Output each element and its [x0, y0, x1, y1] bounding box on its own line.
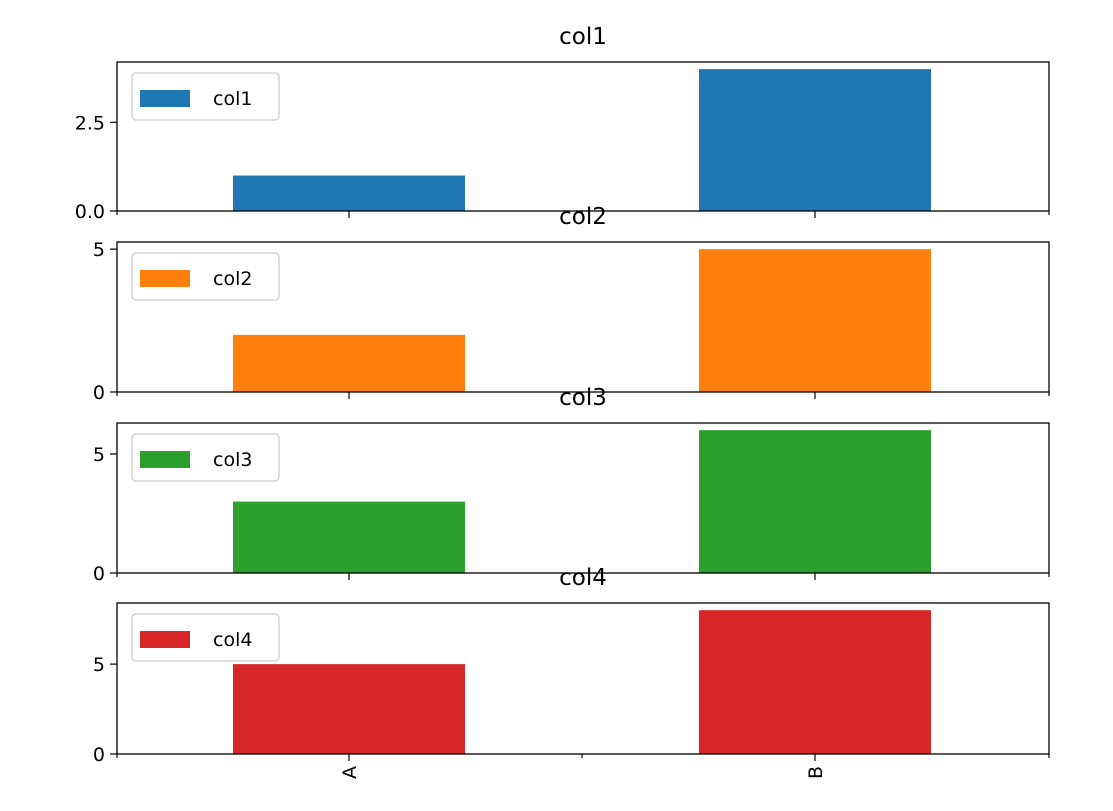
subplot-title: col3: [559, 385, 607, 411]
bar-col2-B: [699, 249, 931, 392]
y-tick-label: 5: [93, 239, 105, 261]
legend-frame: [131, 72, 280, 121]
subplot-2: 0 5 col2 col2: [93, 204, 1050, 404]
bar-col1-B: [699, 69, 931, 211]
subplot-3: 0 5 col3 col3: [93, 385, 1050, 585]
y-tick-label: 0: [93, 563, 105, 585]
axes-frame: [116, 602, 1050, 755]
axes-frame: [116, 241, 1050, 393]
subplot-title: col1: [559, 24, 607, 50]
legend: col1: [131, 72, 280, 121]
bar-col3-A: [233, 501, 465, 573]
legend-frame: [131, 433, 280, 482]
legend-label: col3: [213, 449, 252, 471]
x-tick-label: B: [805, 766, 827, 779]
legend: col2: [131, 252, 280, 301]
legend-label: col4: [213, 629, 252, 651]
legend-label: col1: [213, 88, 252, 110]
subplot-title: col2: [559, 204, 607, 230]
legend-swatch: [140, 631, 190, 648]
bar-col1-A: [233, 175, 465, 211]
legend-swatch: [140, 270, 190, 287]
y-tick-label: 5: [93, 444, 105, 466]
legend-swatch: [140, 451, 190, 468]
legend-frame: [131, 252, 280, 301]
legend-swatch: [140, 90, 190, 107]
y-tick-label: 5: [93, 654, 105, 676]
subplot-1: 0.0 2.5 col1 col1: [75, 24, 1050, 223]
bar-col3-B: [699, 430, 931, 573]
y-tick-label: 0.0: [75, 201, 105, 223]
subplot-title: col4: [559, 565, 607, 591]
legend-frame: [131, 613, 280, 662]
axes-frame: [116, 422, 1050, 574]
legend-label: col2: [213, 268, 252, 290]
legend: col4: [131, 613, 280, 662]
bar-col2-A: [233, 334, 465, 392]
legend: col3: [131, 433, 280, 482]
bar-col4-B: [699, 610, 931, 754]
y-tick-label: 0: [93, 382, 105, 404]
x-tick-label: A: [339, 766, 361, 779]
y-tick-label: 2.5: [75, 112, 105, 134]
bar-col4-A: [233, 664, 465, 754]
y-tick-label: 0: [93, 744, 105, 766]
axes-frame: [116, 61, 1050, 212]
